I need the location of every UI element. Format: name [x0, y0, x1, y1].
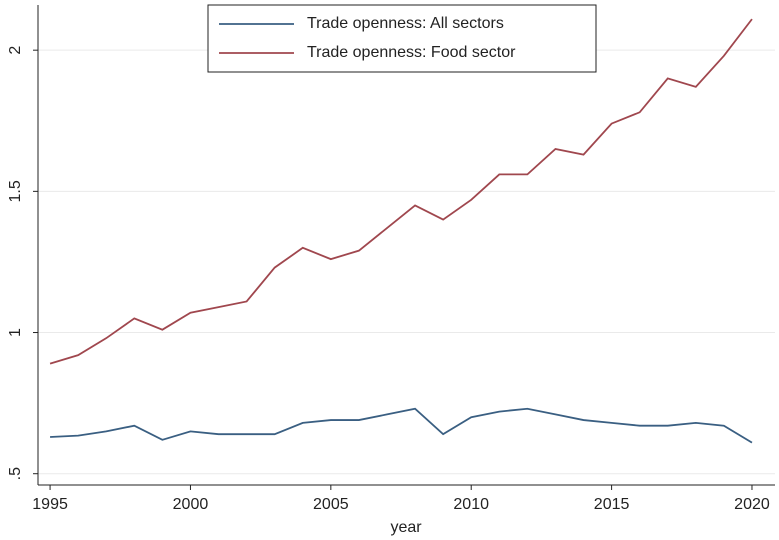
x-tick-label: 2015	[594, 496, 630, 513]
x-axis-label: year	[390, 519, 422, 536]
legend: Trade openness: All sectors Trade opennes…	[207, 4, 597, 73]
x-tick-label: 2010	[453, 496, 489, 513]
line-series	[50, 407, 753, 444]
y-tick-label: 1.5	[7, 180, 24, 202]
x-tick-label: 2000	[173, 496, 209, 513]
x-tick-label: 1995	[32, 496, 68, 513]
x-tick-label: 2005	[313, 496, 349, 513]
line-series	[49, 18, 753, 365]
y-tick-label: .5	[7, 467, 24, 480]
legend-label: Trade openness: Food sector	[307, 44, 516, 61]
legend-box	[207, 4, 597, 73]
legend-label: Trade openness: All sectors	[307, 15, 504, 32]
y-tick-label: 1	[7, 328, 24, 337]
x-tick-label: 2020	[734, 496, 770, 513]
y-tick-label: 2	[7, 46, 24, 55]
